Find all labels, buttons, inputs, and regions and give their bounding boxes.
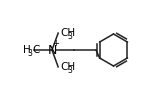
Text: 3: 3 [28, 50, 33, 58]
Text: 3: 3 [67, 32, 72, 41]
Text: +: + [52, 39, 59, 48]
Text: CH: CH [61, 28, 76, 38]
Text: 3: 3 [67, 66, 72, 75]
Text: N: N [47, 44, 57, 56]
Text: CH: CH [61, 62, 76, 72]
Text: C: C [33, 45, 40, 55]
Text: H: H [23, 45, 31, 55]
